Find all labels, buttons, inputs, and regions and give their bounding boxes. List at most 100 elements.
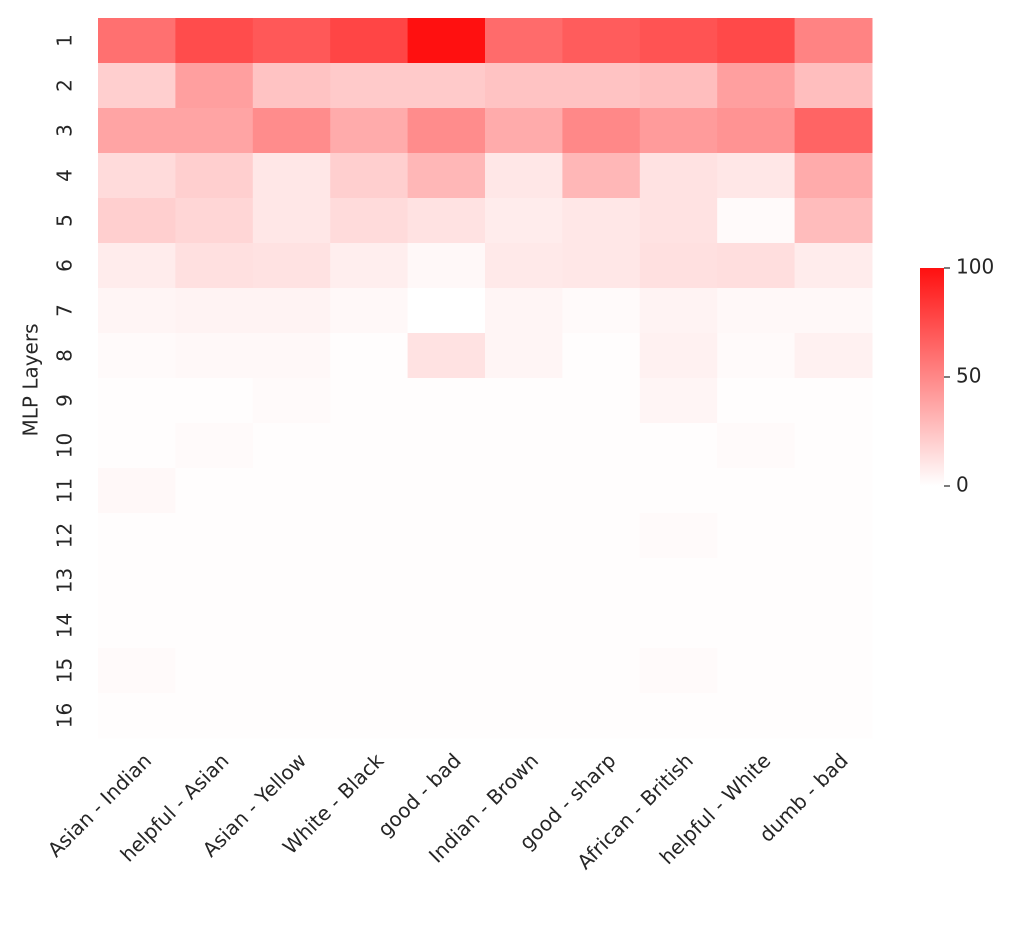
heatmap-cell [98,693,176,739]
heatmap-cell [639,513,718,559]
heatmap-cell [175,558,254,604]
heatmap-cell [330,333,409,379]
heatmap-cell [175,153,254,199]
heatmap-cell [407,513,486,559]
heatmap-cell [485,603,563,649]
heatmap-cell [98,198,176,244]
heatmap-cell [407,558,486,604]
heatmap-cell [794,513,873,559]
colorbar-tick-label: 0 [956,473,969,497]
heatmap-cell [252,693,331,739]
heatmap-cell [639,558,718,604]
heatmap-cell [485,378,563,424]
heatmap-cell [485,18,563,64]
heatmap-cell [562,648,641,694]
heatmap-cell [639,63,718,109]
heatmap-cell [639,423,718,469]
heatmap-cell [175,513,254,559]
heatmap-cell [175,648,254,694]
heatmap-cell [717,108,796,154]
heatmap-cell [562,243,641,289]
heatmap-cell [407,153,486,199]
heatmap-cell [175,18,254,64]
heatmap-cell [794,693,873,739]
heatmap-cell [562,153,641,199]
heatmap-cell [794,603,873,649]
heatmap-cell [485,288,563,334]
heatmap-cell [717,333,796,379]
heatmap-cell [407,108,486,154]
heatmap-cell [98,603,176,649]
y-tick-label: 13 [53,568,77,593]
heatmap-cell [639,288,718,334]
heatmap-cell [485,558,563,604]
heatmap-cell [639,648,718,694]
heatmap-cell [485,198,563,244]
heatmap-cell [639,243,718,289]
heatmap-cell [717,513,796,559]
heatmap-cell [485,468,563,514]
heatmap-cell [175,333,254,379]
heatmap-cell [98,243,176,289]
heatmap-cell [330,153,409,199]
heatmap-cell [252,198,331,244]
heatmap-cell [562,558,641,604]
heatmap-cell [175,378,254,424]
heatmap-cell [485,333,563,379]
heatmap-cell [562,468,641,514]
y-tick-label: 11 [53,478,77,503]
heatmap-cell [794,198,873,244]
heatmap-cell [175,468,254,514]
heatmap-cell [330,423,409,469]
heatmap-cell [639,198,718,244]
heatmap-cell [252,648,331,694]
heatmap-cell [175,198,254,244]
heatmap-cell [407,648,486,694]
heatmap-cell [252,18,331,64]
heatmap-cell [407,603,486,649]
heatmap-cell [98,108,176,154]
heatmap-cell [562,423,641,469]
heatmap-cell [330,558,409,604]
colorbar [920,268,944,486]
heatmap-cell [717,648,796,694]
heatmap-cell [639,18,718,64]
y-tick-label: 5 [53,214,77,227]
y-tick-label: 4 [53,169,77,182]
heatmap-cell [407,693,486,739]
heatmap-cell [794,288,873,334]
heatmap-cell [98,648,176,694]
colorbar-tick-label: 50 [956,364,981,388]
heatmap-cell [794,243,873,289]
heatmap-cell [330,513,409,559]
heatmap-cell [330,288,409,334]
heatmap-cell [98,333,176,379]
heatmap-cell [717,558,796,604]
heatmap-cell [252,108,331,154]
heatmap-cell [717,153,796,199]
heatmap-cell [330,378,409,424]
heatmap-cell [717,468,796,514]
heatmap-cell [485,243,563,289]
heatmap-cell [252,153,331,199]
heatmap-cell [98,18,176,64]
heatmap-cell [407,243,486,289]
heatmap-cell [794,108,873,154]
y-tick-label: 1 [53,34,77,47]
heatmap-cell [175,108,254,154]
heatmap-cell [175,63,254,109]
heatmap-cell [639,333,718,379]
heatmap-cell [485,513,563,559]
y-tick-label: 15 [53,658,77,683]
heatmap-cell [562,288,641,334]
heatmap-cell [252,558,331,604]
heatmap-cell [794,333,873,379]
heatmap-cell [794,468,873,514]
heatmap-cell [407,63,486,109]
heatmap-cell [562,18,641,64]
heatmap-cell [252,603,331,649]
y-tick-label: 7 [53,304,77,317]
heatmap-cell [407,423,486,469]
heatmap-cell [485,63,563,109]
